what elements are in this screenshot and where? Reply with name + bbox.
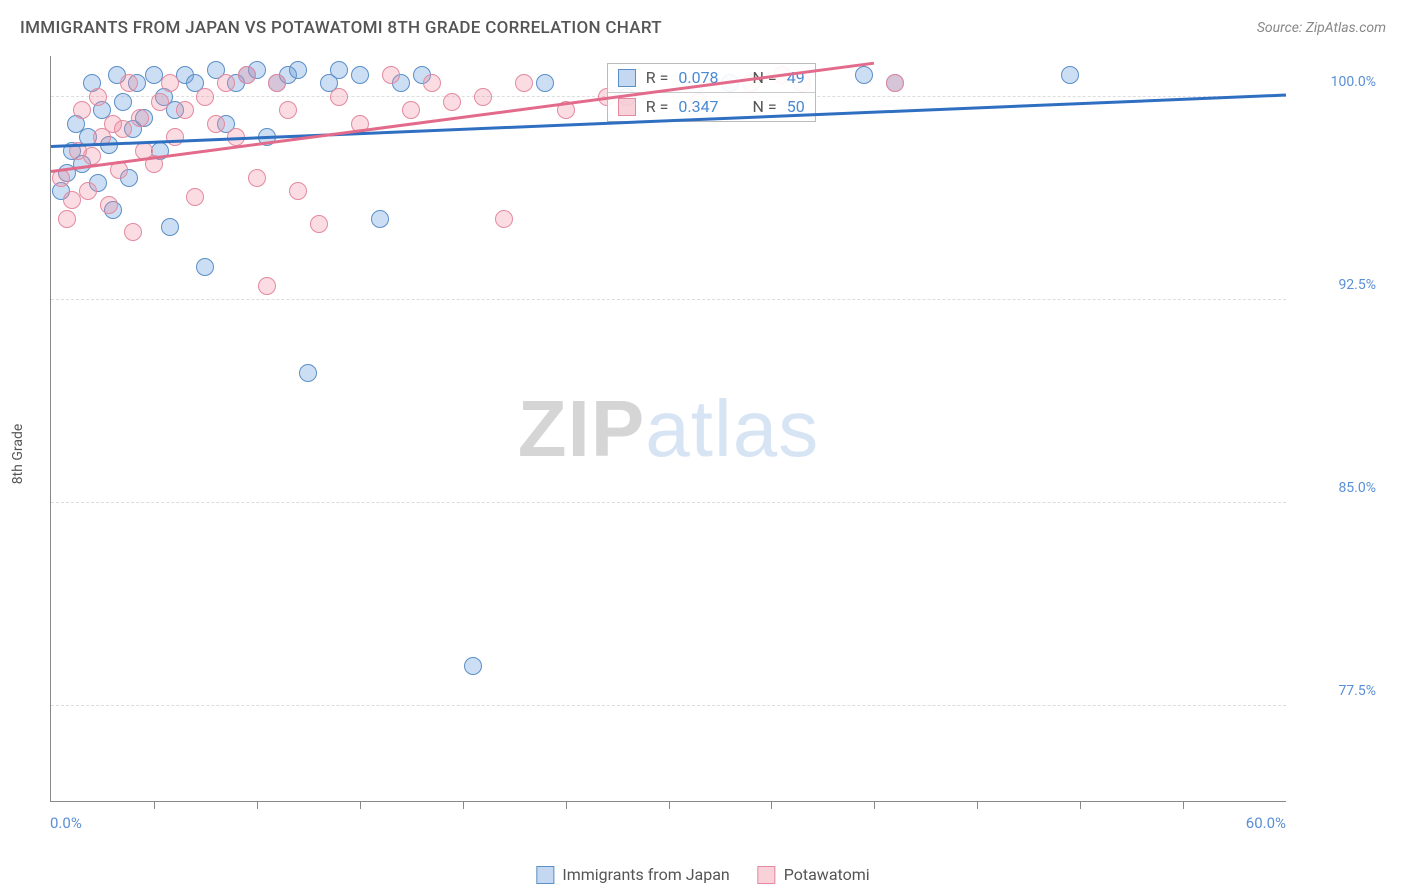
watermark-zip: ZIP [518,384,645,473]
watermark: ZIPatlas [518,383,819,475]
data-point [443,93,461,111]
data-point [79,182,97,200]
x-tick [463,801,464,809]
data-point [474,88,492,106]
y-tick-label: 100.0% [1331,74,1376,90]
data-point [120,74,138,92]
data-point [217,74,235,92]
x-tick [669,801,670,809]
data-point [886,74,904,92]
legend-swatch [758,866,776,884]
data-point [100,196,118,214]
data-point [124,223,142,241]
y-tick-label: 77.5% [1338,683,1376,699]
data-point [63,191,81,209]
x-tick [771,801,772,809]
x-axis-start-label: 0.0% [50,814,82,832]
data-point [402,101,420,119]
data-point [536,74,554,92]
data-point [1061,66,1079,84]
data-point [382,66,400,84]
r-label: R = [646,66,669,90]
gridline [51,299,1286,300]
plot-region: ZIPatlas R = 0.078N = 49R = 0.347N = 50 [50,56,1286,802]
data-point [855,66,873,84]
x-tick [257,801,258,809]
data-point [289,182,307,200]
series-swatch [618,98,636,116]
data-point [186,188,204,206]
y-axis-title: 8th Grade [10,424,26,485]
data-point [83,147,101,165]
legend-swatch [536,866,554,884]
data-point [371,210,389,228]
y-tick-label: 85.0% [1338,480,1376,496]
x-tick [566,801,567,809]
data-point [176,101,194,119]
r-value: 0.347 [678,95,718,119]
data-point [330,88,348,106]
data-point [495,210,513,228]
x-tick [977,801,978,809]
x-tick [360,801,361,809]
data-point [161,74,179,92]
watermark-atlas: atlas [645,384,819,473]
legend-item: Potawatomi [758,865,870,884]
source-name: ZipAtlas.com [1306,20,1386,36]
legend-item: Immigrants from Japan [536,865,729,884]
gridline [51,502,1286,503]
x-tick [874,801,875,809]
data-point [351,66,369,84]
x-axis-end-label: 60.0% [1246,814,1286,832]
data-point [161,218,179,236]
data-point [299,364,317,382]
data-point [196,88,214,106]
data-point [279,101,297,119]
data-point [268,74,286,92]
x-tick [1183,801,1184,809]
data-point [238,66,256,84]
data-point [114,120,132,138]
gridline [51,705,1286,706]
data-point [464,657,482,675]
data-point [58,210,76,228]
data-point [114,93,132,111]
data-point [89,88,107,106]
data-point [248,169,266,187]
data-point [423,74,441,92]
data-point [207,115,225,133]
legend-label: Potawatomi [784,865,870,884]
data-point [515,74,533,92]
source-attribution: Source: ZipAtlas.com [1257,20,1386,36]
data-point [258,277,276,295]
chart-header: IMMIGRANTS FROM JAPAN VS POTAWATOMI 8TH … [0,0,1406,48]
chart-title: IMMIGRANTS FROM JAPAN VS POTAWATOMI 8TH … [20,18,662,38]
legend-label: Immigrants from Japan [562,865,729,884]
data-point [166,128,184,146]
legend: Immigrants from Japan Potawatomi [536,865,869,884]
series-swatch [618,69,636,87]
x-tick [154,801,155,809]
data-point [131,109,149,127]
data-point [145,66,163,84]
data-point [151,93,169,111]
data-point [330,61,348,79]
x-tick [1080,801,1081,809]
data-point [196,258,214,276]
y-tick-label: 92.5% [1338,277,1376,293]
data-point [289,61,307,79]
source-prefix: Source: [1257,20,1306,36]
stats-row: R = 0.078N = 49 [608,64,815,93]
data-point [73,101,91,119]
chart-area: ZIPatlas R = 0.078N = 49R = 0.347N = 50 … [50,56,1386,832]
data-point [310,215,328,233]
r-label: R = [646,95,669,119]
